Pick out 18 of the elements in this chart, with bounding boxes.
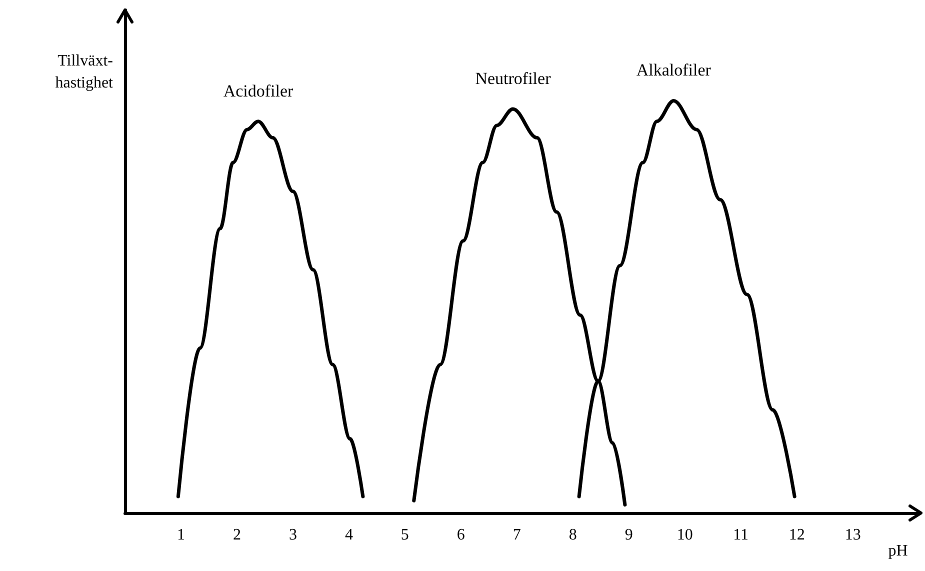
x-tick-label: 5 xyxy=(400,526,409,544)
x-tick-label: 11 xyxy=(733,526,749,544)
x-tick-label: 3 xyxy=(288,526,297,544)
series-label: Alkalofiler xyxy=(636,60,712,80)
x-tick-label: 9 xyxy=(624,526,633,544)
x-tick-label: 7 xyxy=(512,526,521,544)
x-axis-title: pH xyxy=(888,542,908,560)
series-label: Neutrofiler xyxy=(475,68,552,88)
series-label: Acidofiler xyxy=(223,81,294,100)
y-axis-title: Tillväxt- hastighet xyxy=(55,52,114,92)
x-tick-label: 12 xyxy=(788,526,805,544)
x-tick-label: 1 xyxy=(176,526,185,544)
x-tick-label: 10 xyxy=(676,526,693,544)
x-tick-label: 2 xyxy=(232,526,241,544)
x-tick-label: 13 xyxy=(844,526,861,544)
x-tick-label: 8 xyxy=(568,526,577,544)
x-tick-label: 6 xyxy=(456,526,465,544)
x-tick-label: 4 xyxy=(344,526,353,544)
